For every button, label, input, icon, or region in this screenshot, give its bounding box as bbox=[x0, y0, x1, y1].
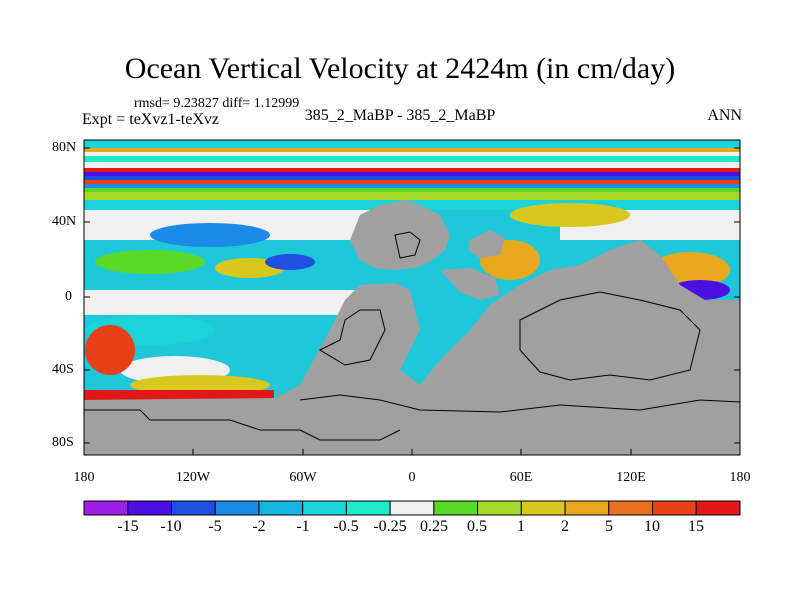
colorbar-label: 10 bbox=[644, 518, 660, 535]
y-tick-label: 0 bbox=[65, 289, 72, 304]
colorbar-swatch bbox=[477, 500, 522, 516]
colorbar-label: 1 bbox=[517, 518, 525, 535]
colorbar-label: -0.25 bbox=[373, 518, 407, 535]
colorbar-swatch bbox=[433, 500, 479, 516]
colorbar-label: -10 bbox=[160, 518, 182, 535]
colorbar-label: 0.5 bbox=[467, 518, 487, 535]
colorbar-swatch bbox=[652, 500, 697, 516]
colorbar-label: 0.25 bbox=[420, 518, 448, 535]
x-tick-label: 120E bbox=[616, 470, 646, 485]
y-tick-label: 80S bbox=[52, 435, 74, 450]
colorbar-swatch bbox=[214, 500, 260, 516]
colorbar-swatch bbox=[520, 500, 566, 516]
colorbar-swatch bbox=[258, 500, 304, 516]
colorbar bbox=[83, 500, 741, 516]
season-label: ANN bbox=[707, 107, 742, 124]
case-comparison-label: 385_2_MaBP - 385_2_MaBP bbox=[304, 107, 496, 124]
colorbar-label: 2 bbox=[561, 518, 569, 535]
plot-title: Ocean Vertical Velocity at 2424m (in cm/… bbox=[124, 52, 676, 85]
experiment-label: Expt = teXvz1-teXvz bbox=[82, 111, 219, 128]
colorbar-label: -5 bbox=[208, 518, 222, 535]
colorbar-swatch bbox=[564, 500, 610, 516]
x-tick-label: 60W bbox=[289, 470, 317, 485]
colorbar-swatch bbox=[170, 500, 216, 516]
axis-ticks bbox=[84, 147, 740, 455]
colorbar-swatch bbox=[389, 500, 435, 516]
coastlines bbox=[84, 231, 740, 441]
colorbar-label: -0.5 bbox=[333, 518, 359, 535]
colorbar-label: -2 bbox=[252, 518, 266, 535]
x-tick-label: 180 bbox=[729, 470, 751, 485]
y-tick-label: 80N bbox=[52, 140, 77, 155]
colorbar-label: 15 bbox=[688, 518, 704, 535]
colorbar-swatch bbox=[608, 500, 654, 516]
y-tick-label: 40N bbox=[52, 214, 77, 229]
x-tick-label: 0 bbox=[408, 470, 416, 485]
rmsd-diff-stats: rmsd= 9.23827 diff= 1.12999 bbox=[134, 96, 300, 111]
x-tick-label: 60E bbox=[509, 470, 533, 485]
colorbar-swatch bbox=[302, 500, 347, 516]
land-mask bbox=[84, 200, 740, 455]
colorbar-label: -15 bbox=[117, 518, 139, 535]
colorbar-swatch bbox=[127, 500, 172, 516]
colorbar-swatch bbox=[345, 500, 391, 516]
x-tick-label: 120W bbox=[175, 470, 211, 485]
colorbar-swatch bbox=[695, 500, 741, 516]
colorbar-label: 5 bbox=[605, 518, 613, 535]
y-tick-label: 40S bbox=[52, 362, 74, 377]
x-tick-label: 180 bbox=[73, 470, 95, 485]
colorbar-label: -1 bbox=[296, 518, 310, 535]
colorbar-swatch bbox=[83, 500, 129, 516]
